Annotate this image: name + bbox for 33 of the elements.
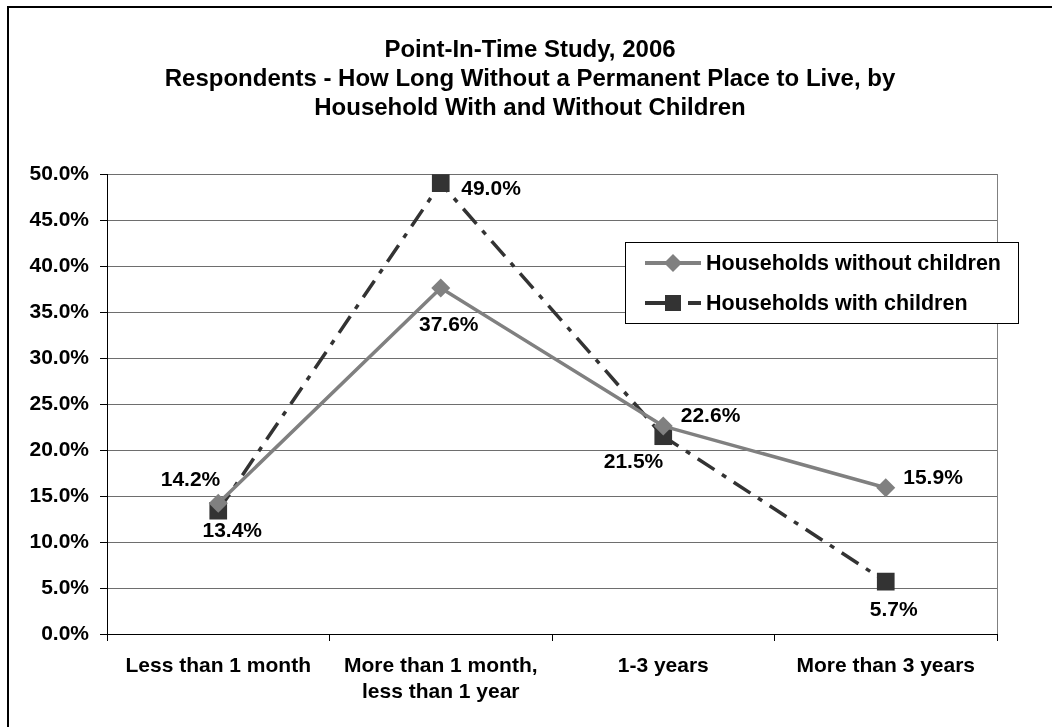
y-tick-label: 40.0% <box>29 252 90 276</box>
y-tick-label: 50.0% <box>29 160 90 184</box>
point <box>431 278 451 298</box>
y-tick-label: 25.0% <box>29 390 90 414</box>
data-label: 37.6% <box>418 312 479 336</box>
x-tick-label: More than 1 month, less than 1 year <box>343 653 538 702</box>
y-tick-label: 45.0% <box>29 206 90 230</box>
y-tick-label: 0.0% <box>41 620 90 644</box>
legend-label: Households with children <box>705 290 968 316</box>
legend-label: Households without children <box>705 250 1001 276</box>
y-tick-label: 30.0% <box>29 344 90 368</box>
y-tick-label: 20.0% <box>29 436 90 460</box>
x-tick-label: More than 3 years <box>796 653 976 677</box>
y-tick-label: 10.0% <box>29 528 90 552</box>
data-label: 15.9% <box>903 464 964 488</box>
x-tick-label: Less than 1 month <box>125 653 312 677</box>
data-label: 14.2% <box>160 466 221 490</box>
data-label: 5.7% <box>869 596 919 620</box>
y-tick-label: 5.0% <box>41 574 90 598</box>
data-label: 21.5% <box>603 449 664 473</box>
point <box>208 493 228 513</box>
point <box>876 572 895 591</box>
chart-title: Point-In-Time Study, 2006 <box>383 34 677 63</box>
x-tick-label: 1-3 years <box>617 653 709 677</box>
y-tick-label: 35.0% <box>29 298 90 322</box>
point <box>653 416 673 436</box>
data-label: 13.4% <box>202 518 263 542</box>
y-tick-label: 15.0% <box>29 482 90 506</box>
point <box>876 478 896 498</box>
data-label: 22.6% <box>680 402 741 426</box>
point <box>431 174 450 193</box>
chart-subtitle: Respondents - How Long Without a Permanent Place to Live, by Household With and Without Children <box>163 63 897 121</box>
data-label: 49.0% <box>461 176 522 199</box>
